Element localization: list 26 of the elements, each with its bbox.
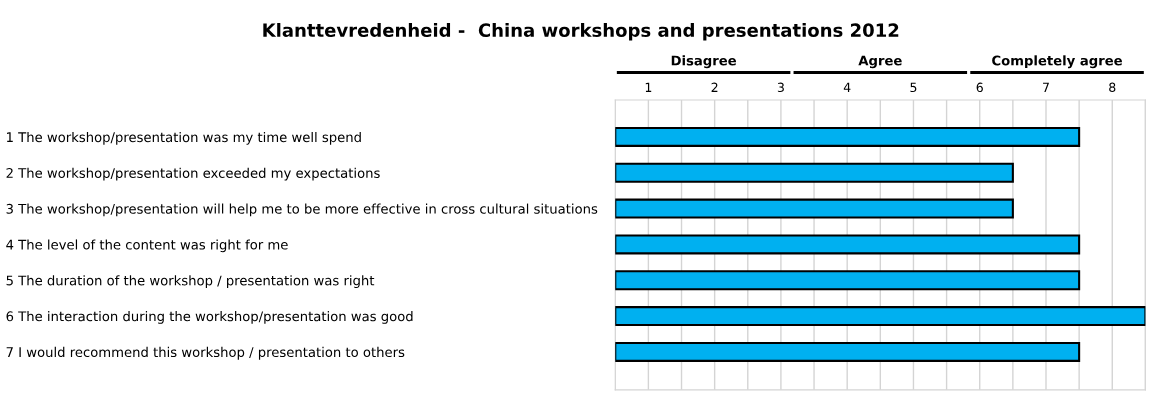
x-tick-label: 4 bbox=[843, 82, 851, 92]
x-tick-label: 3 bbox=[777, 82, 784, 93]
bar bbox=[615, 234, 1081, 255]
y-tick-label: 5 The duration of the workshop / presentation was right bbox=[6, 275, 375, 288]
bar bbox=[615, 306, 1146, 327]
x-tick-label: 5 bbox=[910, 82, 917, 93]
text: Disagree bbox=[671, 55, 737, 69]
y-tick-label: 1 The workshop/presentation was my time well spend bbox=[7, 131, 361, 145]
y-tick-label: 7 I would recommend this workshop / presentation to others bbox=[6, 346, 405, 360]
chart-title: Klanttevredenheid - China workshops and presentations 2012 bbox=[263, 23, 899, 41]
y-tick-label: 6 The interaction during the workshop/presentation was good bbox=[6, 311, 413, 324]
bar bbox=[615, 126, 1081, 147]
y-tick-label: 2 The workshop/presentation exceeded my expectations bbox=[6, 167, 380, 181]
bar bbox=[615, 162, 1014, 183]
bar bbox=[615, 270, 1081, 291]
bar bbox=[615, 198, 1014, 219]
x-tick-label: 7 bbox=[1043, 82, 1049, 92]
x-tick-label: 2 bbox=[711, 82, 718, 92]
x-tick-label: 6 bbox=[976, 82, 983, 93]
bar bbox=[615, 341, 1081, 362]
text: Completely agree bbox=[992, 55, 1122, 69]
x-tick-label: 8 bbox=[1109, 82, 1116, 93]
y-tick-label: 3 The workshop/presentation will help me to be more effective in cross cultural situations bbox=[6, 203, 598, 217]
text: Agree bbox=[858, 55, 902, 69]
y-tick-label: 4 The level of the content was right for me bbox=[6, 239, 288, 253]
x-tick-label: 1 bbox=[645, 82, 652, 92]
